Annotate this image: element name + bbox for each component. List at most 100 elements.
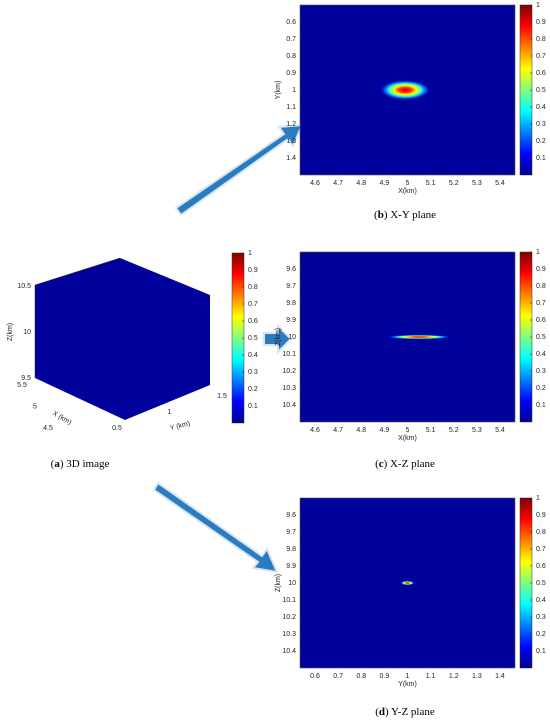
colorbar-tick-label: 0.4	[536, 597, 546, 604]
colorbar-tick-label: 0.9	[536, 512, 546, 519]
y-tick-label: 9.9	[286, 317, 296, 324]
colorbar-tick-label: 0.6	[536, 317, 546, 324]
colorbar-tick-label: 0.8	[536, 36, 546, 43]
y-tick-label: 1	[168, 409, 172, 416]
y-tick-label: 9.8	[286, 300, 296, 307]
x-tick-label: 5.5	[17, 382, 27, 389]
y-tick-label: 0.6	[286, 19, 296, 26]
caption: (c) X-Z plane	[375, 458, 435, 470]
colorbar-tick-label: 0.9	[536, 266, 546, 273]
colorbar-tick-label: 0.4	[248, 352, 258, 359]
caption: (b) X-Y plane	[374, 209, 436, 221]
y-tick-label: 0.7	[286, 36, 296, 43]
colorbar-tick-label: 1	[536, 495, 540, 502]
colorbar-tick-label: 0.6	[536, 70, 546, 77]
y-tick-label: 1.2	[286, 121, 296, 128]
y-axis-label: Z(km)	[275, 328, 282, 346]
y-tick-label: 9.7	[286, 529, 296, 536]
x-tick-label: 4.9	[380, 180, 390, 187]
x-tick-label: 4.8	[356, 427, 366, 434]
y-axis-label: Y(km)	[275, 81, 282, 100]
caption: (a) 3D image	[51, 458, 110, 470]
colorbar-tick-label: 0.5	[536, 580, 546, 587]
x-tick-label: 0.8	[356, 673, 366, 680]
x-tick-label: 5.4	[495, 180, 505, 187]
colorbar-tick-label: 0.4	[536, 351, 546, 358]
y-tick-label: 9.6	[286, 266, 296, 273]
y-tick-label: 1.3	[286, 138, 296, 145]
colorbar-tick-label: 0.3	[536, 368, 546, 375]
x-tick-label: 4.9	[380, 427, 390, 434]
colorbar-tick-label: 0.2	[536, 138, 546, 145]
x-tick-label: 4.6	[310, 180, 320, 187]
intensity-peak	[400, 580, 415, 586]
colorbar-tick-label: 0.9	[536, 19, 546, 26]
y-tick-label: 10.1	[282, 597, 296, 604]
intensity-peak	[387, 334, 452, 340]
y-tick-label: 10.1	[282, 351, 296, 358]
caption-part: ) X-Z plane	[384, 458, 435, 470]
y-tick-label: 9.6	[286, 512, 296, 519]
y-tick-label: 10	[288, 334, 296, 341]
colorbar-tick-label: 0.1	[536, 648, 546, 655]
y-tick-label: 1.1	[286, 104, 296, 111]
x-axis-label: Y(km)	[398, 681, 417, 688]
x-tick-label: 4.7	[333, 180, 343, 187]
colorbar-tick-label: 0.8	[536, 283, 546, 290]
y-tick-label: 0.5	[112, 425, 122, 432]
y-tick-label: 10.2	[282, 614, 296, 621]
colorbar-tick-label: 0.7	[536, 546, 546, 553]
x-tick-label: 5.3	[472, 180, 482, 187]
colorbar-tick-label: 0.2	[536, 631, 546, 638]
x-tick-label: 5.1	[426, 180, 436, 187]
x-tick-label: 1.2	[449, 673, 459, 680]
x-tick-label: 5	[406, 180, 410, 187]
colorbar-tick-label: 0.2	[248, 386, 258, 393]
caption-part: (	[51, 458, 55, 470]
y-axis-label: Y (km)	[169, 420, 191, 432]
colorbar-tick-label: 0.3	[536, 614, 546, 621]
y-tick-label: 10.3	[282, 385, 296, 392]
x-axis-label: X(km)	[398, 188, 417, 195]
x-tick-label: 4.5	[43, 425, 53, 432]
x-tick-label: 5	[406, 427, 410, 434]
x-tick-label: 0.6	[310, 673, 320, 680]
y-tick-label: 9.9	[286, 563, 296, 570]
y-axis-label: Z(km)	[275, 574, 282, 592]
caption-part: d	[379, 706, 385, 718]
colorbar-tick-label: 0.8	[536, 529, 546, 536]
colorbar-tick-label: 0.6	[248, 318, 258, 325]
y-tick-label: 0.8	[286, 53, 296, 60]
colorbar-tick-label: 0.2	[536, 385, 546, 392]
z-tick-label: 9.5	[21, 375, 31, 382]
x-tick-label: 4.6	[310, 427, 320, 434]
colorbar-tick-label: 1	[536, 249, 540, 256]
colorbar-tick-label: 0.9	[248, 267, 258, 274]
colorbar-tick-label: 0.5	[536, 334, 546, 341]
colorbar-tick-label: 0.4	[536, 104, 546, 111]
x-tick-label: 1.1	[426, 673, 436, 680]
x-tick-label: 1	[406, 673, 410, 680]
caption-part: ) X-Y plane	[384, 209, 436, 221]
caption-part: ) Y-Z plane	[385, 706, 435, 718]
caption-part: (	[375, 706, 379, 718]
arrows	[152, 123, 304, 574]
colorbar-tick-label: 1	[536, 2, 540, 9]
colorbar-tick-label: 0.6	[536, 563, 546, 570]
y-tick-label: 10.3	[282, 631, 296, 638]
colorbar-tick-label: 0.1	[536, 402, 546, 409]
y-tick-label: 10	[288, 580, 296, 587]
colorbar-tick-label: 0.5	[536, 87, 546, 94]
colorbar-tick-label: 0.7	[248, 301, 258, 308]
colorbar-tick-label: 0.1	[536, 155, 546, 162]
x-tick-label: 5.1	[426, 427, 436, 434]
x-tick-label: 5.2	[449, 427, 459, 434]
cube	[35, 258, 210, 420]
y-tick-label: 1	[292, 87, 296, 94]
arrow	[263, 323, 293, 355]
colorbar-tick-label: 1	[248, 250, 252, 257]
caption: (d) Y-Z plane	[375, 706, 435, 718]
colorbar-tick-label: 0.1	[248, 403, 258, 410]
x-tick-label: 0.7	[333, 673, 343, 680]
x-tick-label: 1.3	[472, 673, 482, 680]
